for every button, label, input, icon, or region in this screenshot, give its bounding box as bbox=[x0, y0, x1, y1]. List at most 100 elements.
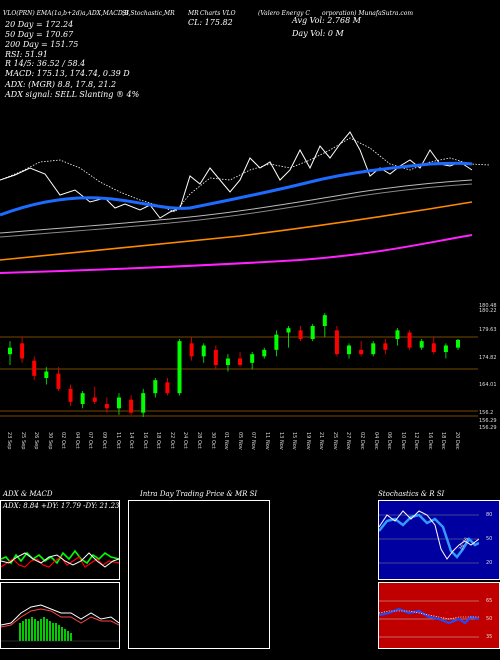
adx-signal: ADX signal: SELL Slanting ® 4% bbox=[5, 90, 140, 99]
macd-plot bbox=[0, 604, 120, 642]
date-axis-label: 23 Sep bbox=[6, 432, 12, 450]
adx-panel-values: ADX: 8.84 +DY: 17.79 -DY: 21.23 bbox=[3, 502, 120, 510]
candle-body bbox=[298, 330, 303, 339]
price-axis-label: 174.82 bbox=[479, 355, 497, 361]
date-axis-label: 28 Oct bbox=[196, 432, 203, 449]
avg-volume: Avg Vol: 2.768 M bbox=[292, 16, 361, 25]
candle-body bbox=[443, 345, 448, 352]
candle-body bbox=[334, 330, 339, 355]
stoch-axis-label: 80 bbox=[486, 512, 493, 518]
date-axis-label: 02 Dec bbox=[358, 432, 365, 450]
candle-body bbox=[419, 341, 424, 348]
date-axis-label: 14 Oct bbox=[128, 432, 135, 449]
stoch-axis-label: 50 bbox=[486, 536, 493, 542]
ema200-value: 200 Day = 151.75 bbox=[5, 40, 79, 49]
date-axis-label: 01 Nov bbox=[223, 432, 230, 450]
ema-orange-line bbox=[0, 201, 473, 261]
r-value: R 14/5: 36.52 / 58.4 bbox=[5, 59, 86, 68]
candle-body bbox=[456, 339, 460, 348]
candle-body bbox=[44, 371, 49, 378]
candlestick-chart bbox=[0, 313, 478, 417]
candle-body bbox=[201, 345, 206, 357]
date-axis-label: 06 Dec bbox=[386, 432, 393, 450]
day-volume: Day Vol: 0 M bbox=[292, 29, 344, 38]
ema-grey-line bbox=[0, 179, 473, 234]
chart-header-segment: MR bbox=[188, 10, 199, 17]
price-axis-label: 156.29 bbox=[479, 418, 497, 424]
date-axis-label: 30 Oct bbox=[209, 432, 216, 449]
date-axis-label: 24 Oct bbox=[182, 432, 189, 449]
si-axis-label: 35 bbox=[486, 634, 493, 640]
si-axis-label: 50 bbox=[486, 616, 493, 622]
macd-value: MACD: 175.13, 174.74, 0.39 D bbox=[5, 69, 130, 78]
candle-body bbox=[359, 349, 364, 355]
stoch-panel-title: Stochastics & R SI bbox=[378, 490, 445, 498]
candle-body bbox=[238, 358, 243, 365]
date-axis-label: 07 Oct bbox=[87, 432, 94, 449]
ema-grey-line bbox=[0, 183, 473, 238]
chart-header-title: VLO(PRN) EMA(1a,b+2d)a,ADX,MACD,B bbox=[3, 10, 129, 17]
ema-dotted-line bbox=[0, 137, 490, 213]
macd-panel bbox=[0, 582, 120, 649]
ema-blue-line bbox=[0, 161, 473, 217]
intraday-panel bbox=[128, 500, 270, 649]
candle-body bbox=[322, 315, 327, 326]
candle-body bbox=[395, 330, 400, 339]
date-axis-label: 18 Dec bbox=[440, 432, 447, 450]
candle-body bbox=[68, 388, 73, 402]
rsi-value: RSI: 51.91 bbox=[5, 50, 48, 59]
price-axis-label: 156.2 bbox=[479, 410, 494, 416]
candle-body bbox=[189, 343, 194, 357]
date-axis-label: 15 Nov bbox=[291, 432, 298, 450]
candle-body bbox=[92, 397, 97, 402]
candle-body bbox=[225, 358, 230, 365]
chart-header-segment: SI,Stochastic,MR bbox=[122, 10, 175, 17]
chart-header-segment: orporation) MunafaSutra.com bbox=[322, 10, 414, 17]
si-panel: 65 50 35 bbox=[378, 582, 500, 649]
candle-body bbox=[165, 382, 170, 394]
stochastics-plot bbox=[378, 510, 480, 564]
si-plot bbox=[378, 600, 480, 638]
candle-body bbox=[177, 341, 182, 394]
date-axis-label: 16 Dec bbox=[426, 432, 433, 450]
adx-panel-title: ADX & MACD bbox=[3, 490, 53, 498]
date-axis: 23 Sep 25 Sep 26 Sep 30 Sep 02 Oct 04 Oct 07 O… bbox=[0, 432, 478, 472]
candle-body bbox=[407, 332, 412, 348]
candle-body bbox=[383, 343, 388, 350]
stoch-axis-label: 20 bbox=[486, 560, 493, 566]
adx-panel bbox=[0, 500, 120, 580]
candle-body bbox=[250, 354, 255, 363]
date-axis-label: 25 Sep bbox=[19, 432, 26, 450]
stochastics-panel: 80 50 20 36.36 bbox=[378, 500, 500, 580]
price-axis-label: 156.29 bbox=[479, 425, 497, 431]
date-axis-label: 16 Oct bbox=[141, 432, 148, 449]
date-axis-label: 11 Nov bbox=[263, 432, 270, 450]
candle-body bbox=[104, 404, 109, 409]
date-axis-label: 13 Nov bbox=[277, 432, 284, 450]
candle-body bbox=[286, 328, 291, 333]
candle-body bbox=[80, 393, 85, 404]
candle-body bbox=[20, 343, 25, 359]
ema50-value: 50 Day = 170.67 bbox=[5, 30, 74, 39]
date-axis-label: 18 Oct bbox=[155, 432, 162, 449]
candle-body bbox=[213, 349, 218, 365]
date-axis-label: 11 Oct bbox=[114, 432, 121, 449]
date-axis-label: 22 Oct bbox=[168, 432, 175, 449]
candle-body bbox=[153, 380, 158, 394]
candle-body bbox=[347, 345, 352, 355]
adx-plot bbox=[0, 549, 120, 568]
ema20-value: 20 Day = 172.24 bbox=[5, 20, 74, 29]
chart-header-segment: Charts VLO bbox=[200, 10, 236, 17]
date-axis-label: 07 Nov bbox=[250, 432, 257, 450]
candle-body bbox=[371, 343, 376, 355]
close-price: CL: 175.82 bbox=[188, 18, 233, 27]
ema-chart bbox=[0, 131, 490, 274]
price-line bbox=[0, 131, 473, 219]
ema-magenta-line bbox=[0, 234, 473, 274]
intraday-panel-title: Intra Day Trading Price & MR SI bbox=[140, 490, 258, 498]
candle-body bbox=[32, 360, 37, 376]
price-axis-label: 179.63 bbox=[479, 327, 497, 333]
date-axis-label: 09 Oct bbox=[101, 432, 108, 449]
date-axis-label: 26 Sep bbox=[33, 432, 40, 450]
date-axis-label: 02 Oct bbox=[60, 432, 67, 449]
